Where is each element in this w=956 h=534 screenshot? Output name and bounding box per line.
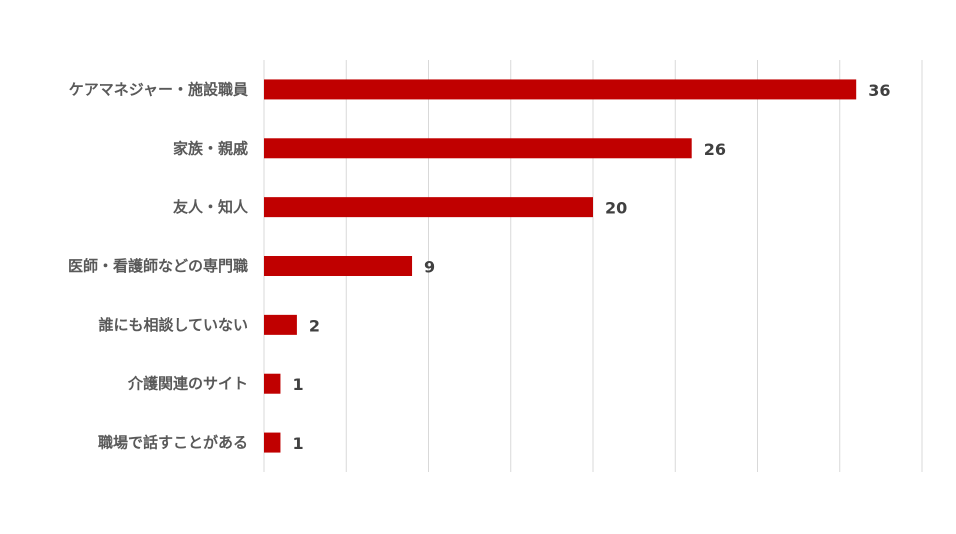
- bar: [264, 79, 857, 100]
- category-label: 職場で話すことがある: [98, 434, 248, 452]
- bar: [264, 256, 413, 276]
- category-label: 誰にも相談していない: [98, 316, 248, 334]
- category-label: 介護関連のサイト: [127, 375, 248, 393]
- bar: [264, 138, 692, 159]
- data-label: 1: [292, 434, 303, 453]
- data-label: 26: [704, 140, 726, 159]
- category-label: 友人・知人: [173, 198, 249, 216]
- bar: [264, 197, 593, 218]
- category-labels: ケアマネジャー・施設職員家族・親戚友人・知人医師・看護師などの専門職誰にも相談し…: [68, 80, 249, 451]
- category-label: 医師・看護師などの専門職: [68, 257, 248, 275]
- value-labels: 36 26 20 9 2 1 1: [292, 81, 890, 453]
- bars: [264, 79, 857, 453]
- bar: [264, 432, 281, 453]
- bar: [264, 314, 297, 335]
- data-label: 36: [868, 81, 890, 100]
- data-label: 20: [605, 199, 627, 218]
- gridlines: [263, 60, 923, 472]
- data-label: 2: [309, 316, 320, 335]
- category-label: 家族・親戚: [173, 139, 248, 157]
- bar: [264, 373, 281, 394]
- category-label: ケアマネジャー・施設職員: [69, 80, 248, 98]
- data-label: 9: [424, 258, 435, 277]
- data-label: 1: [292, 375, 303, 394]
